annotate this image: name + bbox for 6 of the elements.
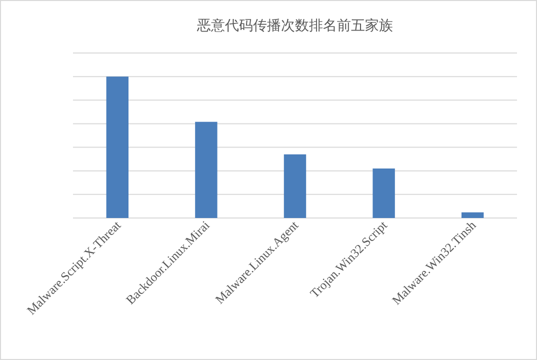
- chart-title: 恶意代码传播次数排名前五家族: [196, 18, 393, 34]
- bar: [106, 76, 128, 218]
- bar: [195, 122, 218, 218]
- bar: [462, 212, 484, 218]
- bar: [284, 154, 306, 218]
- bar: [372, 168, 395, 218]
